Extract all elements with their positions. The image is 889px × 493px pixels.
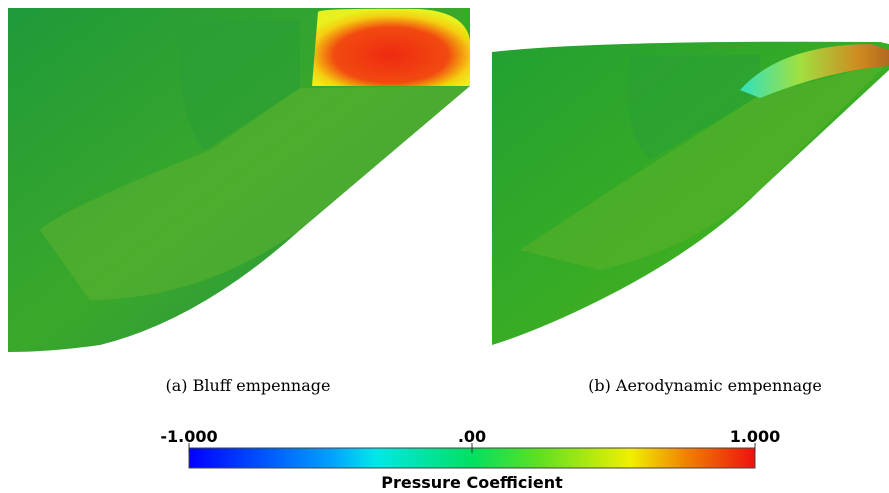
tick-label: .00	[458, 427, 486, 446]
caption: (a) Bluff empennage	[166, 376, 331, 395]
panel-b-image	[492, 41, 889, 345]
tick-label: -1.000	[160, 427, 217, 446]
colorbar-title: Pressure Coefficient	[381, 473, 563, 492]
caption: (b) Aerodynamic empennage	[588, 376, 822, 395]
panel-a-image	[8, 8, 470, 352]
tick-label: 1.000	[730, 427, 781, 446]
